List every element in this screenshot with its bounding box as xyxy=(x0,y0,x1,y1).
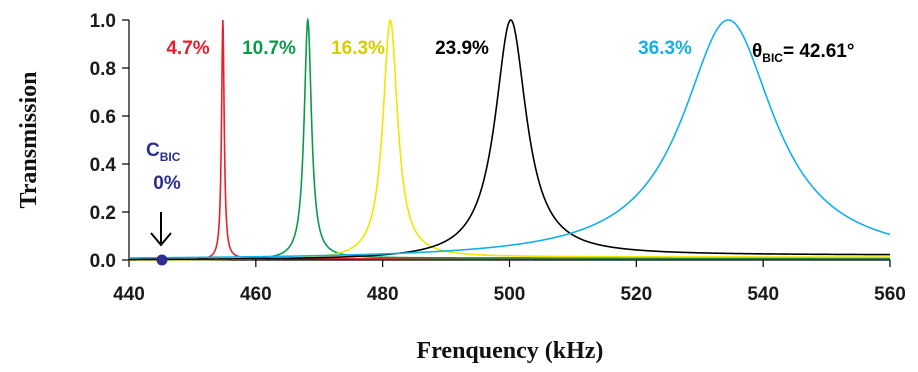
series-line-4 xyxy=(128,19,890,261)
cbic-label: CBIC xyxy=(146,140,181,164)
x-tick-label: 520 xyxy=(620,284,652,305)
x-tick-label: 540 xyxy=(747,284,779,305)
y-tick-label: 1.0 xyxy=(90,11,116,32)
x-tick-label: 560 xyxy=(874,284,906,305)
y-tick-label: 0.6 xyxy=(90,107,116,128)
x-tick-label: 460 xyxy=(240,284,272,305)
series-label-4: 23.9% xyxy=(435,38,489,59)
y-tick-label: 0.4 xyxy=(90,155,117,176)
y-tick-label: 0.8 xyxy=(90,59,116,80)
series-label-3: 16.3% xyxy=(331,38,385,59)
down-arrow-icon xyxy=(150,212,172,247)
x-axis-title: Frenquency (kHz) xyxy=(417,338,604,364)
y-ticks: 0.0 0.2 0.4 0.6 0.8 1.0 xyxy=(90,11,129,272)
series-label-2: 10.7% xyxy=(242,38,296,59)
series-labels: 4.7% 10.7% 16.3% 23.9% 36.3% xyxy=(166,38,692,59)
series-label-5: 36.3% xyxy=(638,38,692,59)
series-line-5 xyxy=(128,19,891,259)
theta-bic-label: θBIC= 42.61° xyxy=(752,41,854,65)
series-layer xyxy=(128,16,891,261)
x-tick-label: 440 xyxy=(113,284,145,305)
y-axis-title: Transmission xyxy=(16,72,42,209)
cbic-marker xyxy=(156,254,168,266)
x-ticks: 440 460 480 500 520 540 560 xyxy=(113,260,906,305)
cbic-value: 0% xyxy=(153,173,181,194)
y-tick-label: 0.2 xyxy=(90,203,116,224)
x-tick-label: 500 xyxy=(494,284,526,305)
series-label-1: 4.7% xyxy=(166,38,209,59)
y-tick-label: 0.0 xyxy=(90,251,116,272)
x-tick-label: 480 xyxy=(367,284,399,305)
